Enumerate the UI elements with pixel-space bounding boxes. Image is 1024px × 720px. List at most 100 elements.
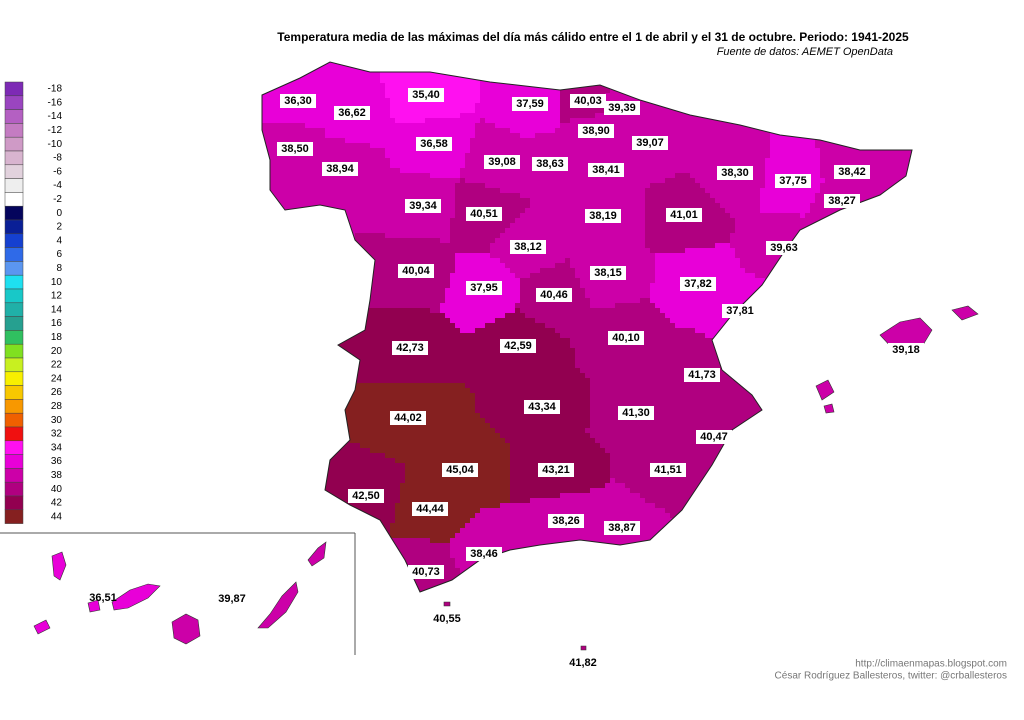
- value-label: 39,87: [218, 593, 246, 605]
- label-box: [398, 264, 434, 278]
- label-box: [588, 163, 624, 177]
- province: [951, 305, 979, 321]
- value-label: 39,07: [636, 137, 664, 149]
- legend-swatch: [4, 136, 24, 152]
- label-box: [512, 97, 548, 111]
- label-box: [632, 136, 668, 150]
- legend-swatch: [4, 509, 24, 524]
- province: [307, 541, 327, 567]
- legend-label: -14: [48, 111, 63, 122]
- legend-swatch: [4, 343, 24, 359]
- legend-swatch: [4, 495, 24, 511]
- label-box: [684, 368, 720, 382]
- legend-label: 8: [56, 263, 62, 274]
- province: [410, 413, 510, 508]
- legend-swatch: [4, 371, 24, 386]
- value-label: 41,01: [670, 209, 698, 221]
- legend-swatch: [4, 481, 24, 497]
- value-label: 38,46: [470, 548, 498, 560]
- value-label: 41,73: [688, 369, 716, 381]
- value-label: 43,34: [528, 401, 556, 413]
- legend-swatch: [4, 412, 24, 428]
- value-label: 40,55: [433, 613, 461, 625]
- legend-swatch: [4, 357, 24, 373]
- legend-label: 26: [51, 387, 63, 398]
- legend-swatch: [4, 178, 24, 193]
- value-label: 38,15: [594, 267, 622, 279]
- label-box: [484, 155, 520, 169]
- value-label: 42,73: [396, 342, 424, 354]
- value-label: 37,95: [470, 282, 498, 294]
- legend-label: 16: [51, 318, 63, 329]
- legend-label: -12: [48, 125, 63, 136]
- value-label: 36,62: [338, 107, 366, 119]
- province: [585, 478, 800, 592]
- label-box: [604, 101, 640, 115]
- province: [443, 601, 451, 607]
- value-label: 37,82: [684, 278, 712, 290]
- value-label: 36,30: [284, 95, 312, 107]
- legend-label: 4: [56, 235, 62, 246]
- legend-swatch: [4, 95, 24, 110]
- value-label: 36,51: [89, 592, 117, 604]
- legend-swatch: [4, 302, 24, 317]
- legend-label: -18: [48, 84, 63, 95]
- credit: http://climaenmapas.blogspot.com: [855, 659, 1007, 670]
- legend-label: 2: [56, 222, 62, 233]
- credit: César Rodríguez Ballesteros, twitter: @c…: [775, 671, 1007, 682]
- label-box: [500, 339, 536, 353]
- legend-label: 18: [51, 332, 63, 343]
- value-label: 37,81: [726, 305, 754, 317]
- province: [257, 581, 299, 629]
- value-label: 39,08: [488, 156, 516, 168]
- legend-label: -10: [48, 139, 63, 150]
- value-label: 37,59: [516, 98, 544, 110]
- label-box: [618, 406, 654, 420]
- legend-swatch: [4, 150, 24, 166]
- legend-swatch: [4, 219, 24, 235]
- legend-label: 10: [51, 277, 63, 288]
- value-label: 40,51: [470, 208, 498, 220]
- legend-swatch: [4, 81, 24, 97]
- legend-label: 36: [51, 456, 63, 467]
- value-label: 39,34: [409, 200, 437, 212]
- value-label: 38,42: [838, 166, 866, 178]
- label-box: [766, 241, 802, 255]
- label-box: [466, 547, 502, 561]
- label-box: [608, 331, 644, 345]
- label-box: [348, 489, 384, 503]
- value-label: 43,21: [542, 464, 570, 476]
- value-label: 41,51: [654, 464, 682, 476]
- label-box: [590, 266, 626, 280]
- label-box: [538, 463, 574, 477]
- value-label: 37,75: [779, 175, 807, 187]
- legend-label: 14: [51, 304, 63, 315]
- label-box: [650, 463, 686, 477]
- value-label: 42,50: [352, 490, 380, 502]
- label-box: [442, 463, 478, 477]
- label-box: [412, 502, 448, 516]
- legend-swatch: [4, 399, 24, 414]
- source: Fuente de datos: AEMET OpenData: [717, 46, 893, 58]
- province: [51, 551, 67, 581]
- label-box: [277, 142, 313, 156]
- legend-swatch: [4, 426, 24, 442]
- value-label: 38,94: [326, 163, 354, 175]
- province: [805, 183, 912, 333]
- title: Temperatura media de las máximas del día…: [277, 30, 909, 44]
- legend-swatch: [4, 247, 24, 262]
- legend-swatch: [4, 205, 24, 221]
- label-box: [532, 157, 568, 171]
- value-label: 38,19: [589, 210, 617, 222]
- legend-swatch: [4, 164, 24, 179]
- label-box: [824, 194, 860, 208]
- value-label: 40,04: [402, 265, 430, 277]
- value-label: 41,30: [622, 407, 650, 419]
- label-box: [578, 124, 614, 138]
- value-label: 36,58: [420, 138, 448, 150]
- label-box: [585, 209, 621, 223]
- legend-label: 34: [51, 442, 63, 453]
- label-box: [408, 88, 444, 102]
- value-label: 39,18: [892, 344, 920, 356]
